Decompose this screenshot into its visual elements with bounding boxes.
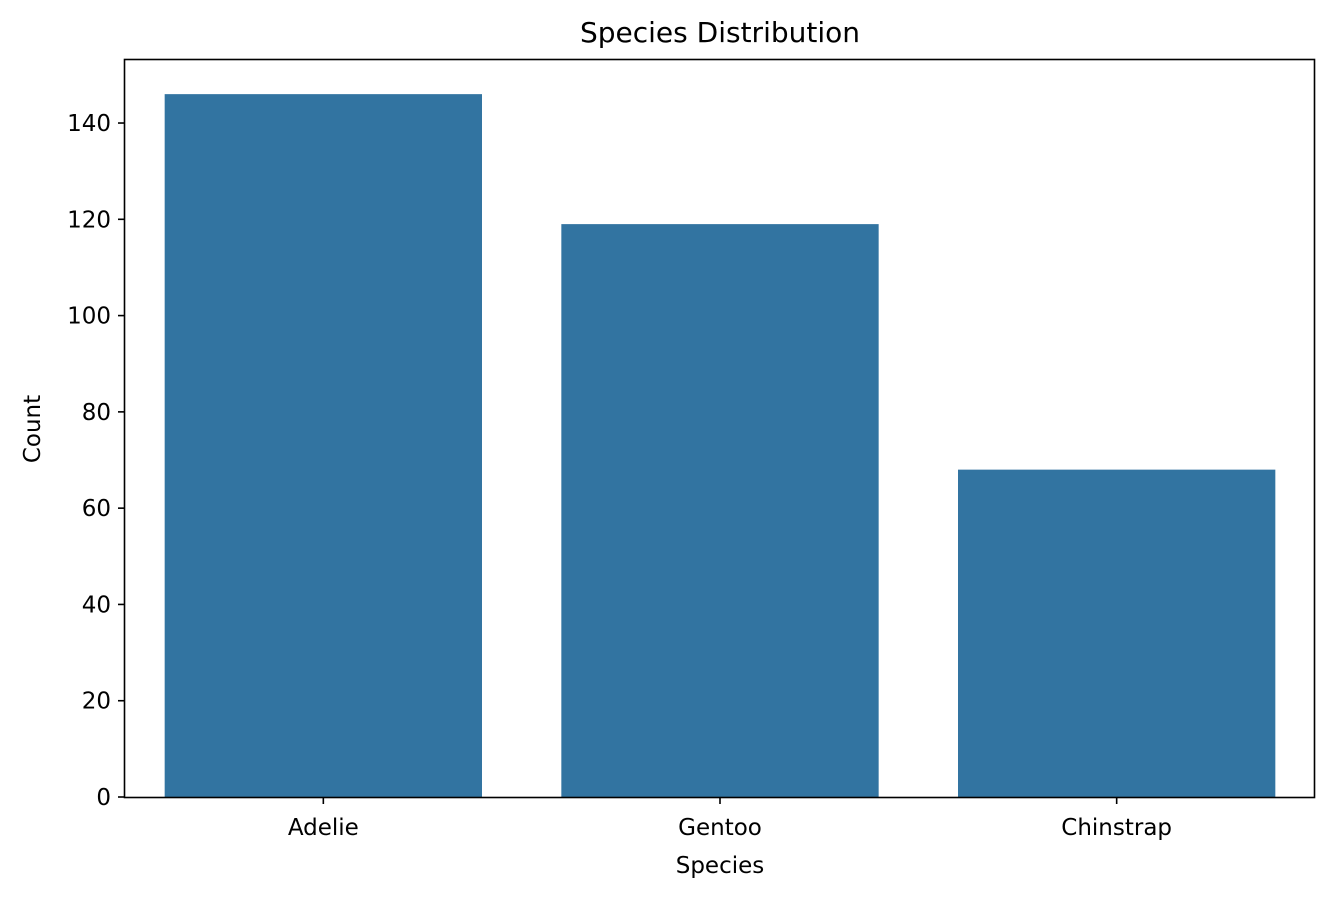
y-tick-label: 80 [82,400,111,426]
y-tick-label: 140 [67,111,111,137]
x-tick-label: Adelie [288,815,359,841]
bars-group [164,94,1276,797]
y-tick-label: 0 [96,785,111,811]
x-axis-label: Species [676,853,765,879]
y-tick-label: 20 [82,689,111,715]
bar-chinstrap [958,469,1276,797]
y-tick-label: 60 [82,496,111,522]
x-axis: Adelie Gentoo Chinstrap [288,797,1172,841]
bar-gentoo [561,224,879,797]
y-axis-label: Count [20,395,46,463]
chart-title: Species Distribution [580,16,860,49]
y-tick-label: 120 [67,207,111,233]
x-tick-label: Gentoo [678,815,762,841]
y-tick-label: 100 [67,304,111,330]
bar-adelie [164,94,483,797]
y-tick-label: 40 [82,592,111,618]
y-axis: 0 20 40 60 80 100 120 140 [67,111,125,811]
x-tick-label: Chinstrap [1061,815,1172,841]
